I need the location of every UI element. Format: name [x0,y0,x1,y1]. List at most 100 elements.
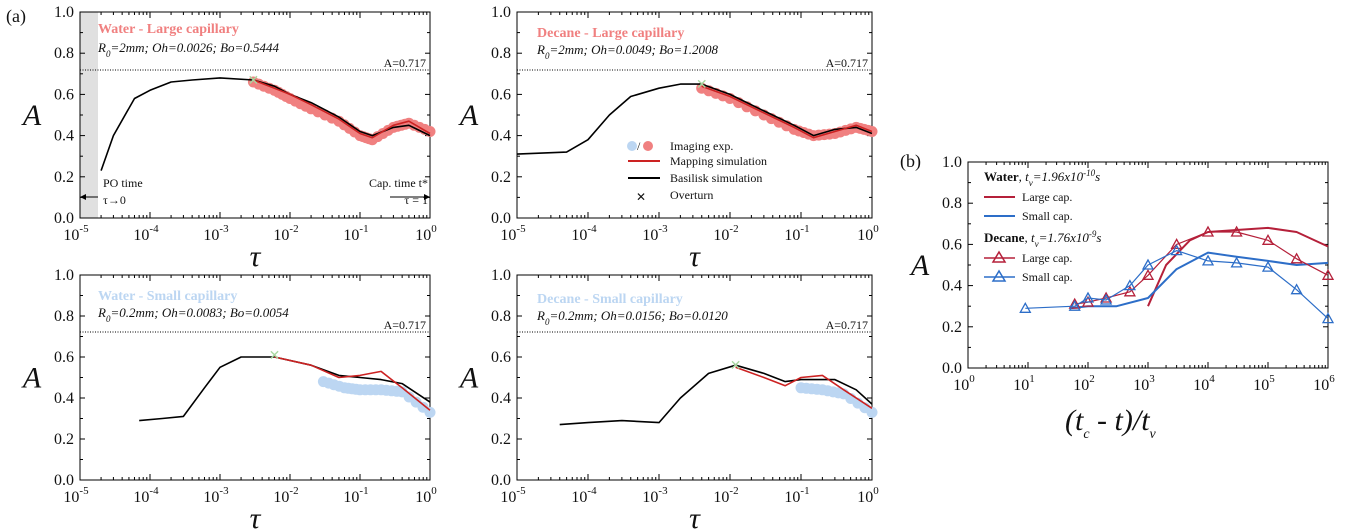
decane-small-marker [1321,312,1335,324]
water-small-line [1069,251,1329,310]
x-tick-exponent: -3 [658,223,668,235]
panel-water-large: A=0.717 Water - Large capillary R0=2mm; … [21,4,437,273]
legend-decane-large: Large cap. [1022,251,1072,265]
x-tick-label: 10-5 [500,223,526,244]
decane-tv-pre: , t [1024,230,1035,245]
legend-imaging: Imaging exp. [670,139,733,153]
x-tick-exponent: 0 [431,485,437,497]
decane-large-marker [1290,252,1303,264]
decane-small-marker [1081,291,1095,303]
decane-large-marker [1321,268,1335,280]
x-tick-exponent: -1 [800,223,809,235]
decane-small-marker [1290,283,1303,295]
decane-small-marker [1123,279,1137,291]
x-tick-exponent: -1 [800,485,809,497]
x-tick-label: 10-2 [713,485,738,506]
decane-large-marker [1068,297,1081,309]
x-tick-exponent: 4 [1209,373,1215,385]
x-tick-exponent: 6 [1329,373,1335,385]
legend-water-large: Large cap. [1022,190,1072,204]
x-tick-label: 106 [1313,373,1335,394]
panel-decane-small: A=0.717 Decane - Small capillary R0=0.2m… [458,267,879,532]
y-tick-label: 0.2 [54,431,74,448]
x-axis-label: τ [250,502,262,532]
y-tick-label: 0.8 [942,195,962,212]
decane-small-marker [1201,254,1215,266]
y-tick-label: 0.8 [54,45,74,62]
y-tick-label: 0.0 [491,472,511,489]
y-tick-label: 0.2 [491,431,511,448]
water-label: Water [984,169,1019,184]
cap-time-label: Cap. time t* [369,176,428,190]
legend-decane-small: Small cap. [1022,270,1073,284]
y-tick-label: 1.0 [942,154,962,171]
decane-large-marker [1261,233,1275,245]
water-tv-val: =1.96x10 [1033,169,1084,184]
y-tick-label: 0.6 [942,236,962,253]
y-tick-label: 0.4 [491,390,511,407]
panel-title: Decane - Small capillary [537,292,683,307]
x-tick-label: 10-1 [343,485,368,506]
x-tick-label: 10-1 [343,223,368,244]
ref-line-label: A=0.717 [384,318,426,332]
params-rest: =0.2mm; Oh=0.0083; Bo=0.0054 [110,305,289,320]
y-tick-label: 0.2 [491,169,511,186]
x-tick-exponent: -1 [359,223,368,235]
panel-label-b: (b) [900,151,921,172]
y-axis-label: A [21,99,42,132]
y-axis-label: A [458,99,479,132]
panel-b: Water, tν=1.96x10-10s Large cap. Small c… [909,154,1335,442]
x-tick-label: 10-3 [642,485,668,506]
ref-line-label: A=0.717 [384,56,426,70]
decane-tv-val: =1.76x10 [1039,230,1090,245]
x-tick-label: 102 [1073,373,1095,394]
basilisk-line [559,364,873,426]
mapping-line [701,85,873,139]
mapping-line [253,79,431,139]
x-tick-exponent: 5 [1269,373,1275,385]
x-tick-exponent: -2 [289,485,298,497]
x-tick-exponent: -3 [219,223,229,235]
x-axis-label: τ [250,240,262,273]
legend-swatch-imaging-small [627,141,637,151]
params-rest: =2mm; Oh=0.0049; Bo=1.2008 [549,42,718,57]
ref-line-label: A=0.717 [826,318,868,332]
x-tick-exponent: -3 [219,485,229,497]
y-tick-label: 0.4 [942,278,962,295]
x-tick-exponent: -4 [149,223,159,235]
x-tick-label: 10-5 [63,485,89,506]
legend-water-small: Small cap. [1022,209,1073,223]
sub-r0: 0 [545,317,550,327]
y-tick-label: 0.0 [942,360,962,377]
x-tick-exponent: -5 [79,485,89,497]
po-time-label: PO time [103,176,143,190]
water-tv-sub: ν [1029,178,1033,188]
params-rest: =0.2mm; Oh=0.0156; Bo=0.0120 [549,308,728,323]
panel-decane-large: A=0.717 Decane - Large capillary R0=2mm;… [458,4,879,273]
panel-label-a: (a) [6,6,26,27]
imaging-exp-point [866,406,878,418]
y-tick-label: 0.2 [942,319,962,336]
water-large-line [1147,226,1329,307]
decane-small-marker [1170,244,1183,256]
decane-tv-unit: s [1096,230,1101,245]
x-tick-exponent: -4 [587,223,597,235]
x-tick-label: 10-2 [273,485,298,506]
y-tick-label: 0.6 [54,86,74,103]
x-tick-label: 10-2 [713,223,738,244]
decane-heading: Decane, tν=1.76x10-9s [984,229,1101,249]
x-tick-label: 104 [1193,373,1215,394]
overturn-marker: ✕ [248,74,260,89]
x-tick-label: 100 [415,485,437,506]
decane-large-marker [1123,285,1137,297]
xlabel-c: c [1083,427,1090,442]
overturn-marker: ✕ [696,78,708,93]
water-tv-pre: , t [1019,169,1030,184]
xlabel-mid: - t)/t [1090,404,1151,437]
water-tv-exp: -10 [1083,168,1095,178]
x-tick-exponent: -2 [729,485,738,497]
x-tick-exponent: -5 [516,485,526,497]
y-axis-label: A [909,249,930,282]
x-tick-label: 101 [1013,373,1035,394]
panel-title: Water - Small capillary [98,289,237,304]
